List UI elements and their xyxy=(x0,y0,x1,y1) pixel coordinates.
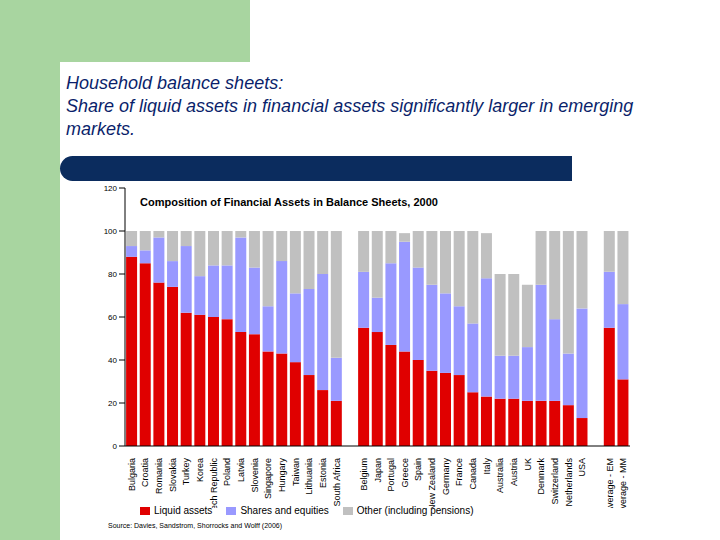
html-text:Composition of Financial Asset: Composition of Financial Assets in Balan… xyxy=(140,196,438,208)
svg-text:Korea: Korea xyxy=(195,458,205,482)
svg-text:France: France xyxy=(454,458,464,486)
svg-text:Portugal: Portugal xyxy=(386,458,396,492)
svg-text:Romania: Romania xyxy=(154,458,164,494)
html-text:Source: Davies, Sandstrom, Sho: Source: Davies, Sandstrom, Shorrocks and… xyxy=(108,522,282,529)
svg-text:60: 60 xyxy=(108,313,117,322)
svg-text:Hungary: Hungary xyxy=(277,458,287,493)
svg-text:20: 20 xyxy=(108,399,117,408)
svg-text:Japan: Japan xyxy=(373,458,383,483)
svg-text:Bulgaria: Bulgaria xyxy=(127,458,137,491)
html-text:Other (including pensions): Other (including pensions) xyxy=(356,505,474,516)
svg-text:South Africa: South Africa xyxy=(332,458,342,507)
svg-text:Average - EM: Average - EM xyxy=(605,458,615,508)
svg-text:Greece: Greece xyxy=(400,458,410,488)
svg-text:Estonia: Estonia xyxy=(318,458,328,488)
svg-text:Denmark: Denmark xyxy=(536,458,546,495)
svg-text:Singapore: Singapore xyxy=(263,458,273,499)
svg-text:Slovakia: Slovakia xyxy=(168,458,178,492)
svg-text:UK: UK xyxy=(523,458,533,471)
svg-text:Croatia: Croatia xyxy=(140,458,150,487)
svg-text:USA: USA xyxy=(577,458,587,477)
html-text:Household balance sheets:: Household balance sheets: xyxy=(66,73,284,93)
svg-text:Slovenia: Slovenia xyxy=(250,458,260,493)
svg-text:Turkey: Turkey xyxy=(181,458,191,486)
svg-text:Spain: Spain xyxy=(413,458,423,481)
svg-text:40: 40 xyxy=(108,356,117,365)
svg-text:Austria: Austria xyxy=(509,458,519,486)
svg-text:New Zealand: New Zealand xyxy=(427,458,437,508)
svg-text:Netherlands: Netherlands xyxy=(564,458,574,507)
svg-text:100: 100 xyxy=(104,227,118,236)
svg-text:Average - MM: Average - MM xyxy=(618,458,628,508)
svg-text:Switzerland: Switzerland xyxy=(550,458,560,505)
html-text:Share of liquid assets in fina: Share of liquid assets in financial asse… xyxy=(66,96,634,139)
html-text:Liquid assets: Liquid assets xyxy=(154,505,213,516)
svg-text:Germany: Germany xyxy=(441,458,451,496)
svg-text:Taiwan: Taiwan xyxy=(291,458,301,486)
svg-text:120: 120 xyxy=(104,184,118,193)
svg-text:Czech Republic: Czech Republic xyxy=(209,458,219,508)
svg-text:Canada: Canada xyxy=(468,458,478,490)
svg-text:Belgium: Belgium xyxy=(359,458,369,491)
svg-text:Poland: Poland xyxy=(222,458,232,486)
svg-text:0: 0 xyxy=(113,442,118,451)
svg-text:80: 80 xyxy=(108,270,117,279)
svg-text:Latvia: Latvia xyxy=(236,458,246,482)
html-text:Shares and equities: Shares and equities xyxy=(240,505,329,516)
svg-text:Lithuania: Lithuania xyxy=(304,458,314,495)
svg-text:Italy: Italy xyxy=(482,458,492,475)
svg-text:Australia: Australia xyxy=(495,458,505,493)
